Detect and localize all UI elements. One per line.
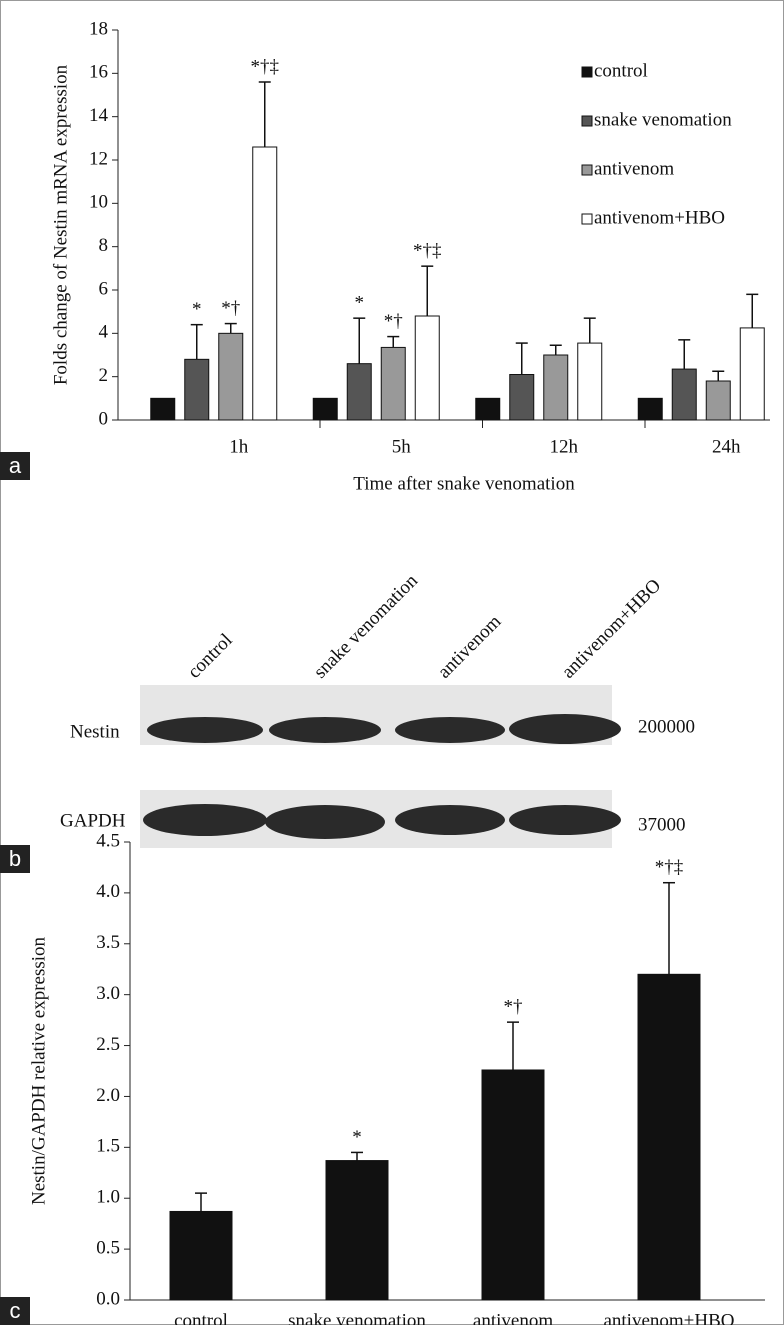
significance-label: * bbox=[352, 1127, 362, 1148]
bar bbox=[169, 1210, 233, 1301]
band bbox=[395, 717, 505, 743]
x-tick-label: snake venomation bbox=[288, 1310, 426, 1325]
blot-row-label: GAPDH bbox=[60, 810, 126, 831]
bar bbox=[475, 397, 501, 421]
x-tick-label: antivenom bbox=[473, 1310, 553, 1325]
blot-size: 37000 bbox=[638, 814, 686, 835]
significance-label: *† bbox=[384, 311, 403, 332]
y-tick-label: 1.0 bbox=[96, 1187, 120, 1208]
bar bbox=[414, 315, 440, 421]
bar bbox=[481, 1069, 545, 1301]
x-tick-label: 24h bbox=[712, 436, 741, 457]
legend-label: snake venomation bbox=[594, 109, 732, 130]
panel-label-box bbox=[0, 452, 30, 480]
legend-swatch bbox=[581, 66, 593, 78]
significance-label: *†‡ bbox=[413, 241, 442, 262]
y-tick-label: 2.5 bbox=[96, 1034, 120, 1055]
legend-swatch bbox=[581, 164, 593, 176]
y-tick-label: 4 bbox=[99, 322, 109, 343]
bar bbox=[380, 346, 406, 421]
bar bbox=[509, 374, 535, 421]
y-tick-label: 4.5 bbox=[96, 830, 120, 851]
y-tick-label: 6 bbox=[99, 278, 109, 299]
band bbox=[509, 714, 621, 744]
bar bbox=[150, 397, 176, 421]
panel-label: c bbox=[10, 1298, 21, 1323]
significance-label: * bbox=[192, 299, 202, 320]
y-tick-label: 1.5 bbox=[96, 1136, 120, 1157]
y-tick-label: 0.0 bbox=[96, 1288, 120, 1309]
bar bbox=[184, 358, 210, 421]
y-tick-label: 10 bbox=[89, 192, 108, 213]
legend-label: control bbox=[594, 60, 648, 81]
y-tick-label: 3.0 bbox=[96, 983, 120, 1004]
bar bbox=[705, 380, 731, 421]
legend-label: antivenom+HBO bbox=[594, 207, 725, 228]
bar bbox=[671, 368, 697, 421]
bar bbox=[543, 354, 569, 421]
bar bbox=[218, 332, 244, 421]
band bbox=[509, 805, 621, 835]
blot-size: 200000 bbox=[638, 716, 695, 737]
y-tick-label: 3.5 bbox=[96, 932, 120, 953]
bar bbox=[637, 397, 663, 421]
y-tick-label: 2.0 bbox=[96, 1085, 120, 1106]
x-tick-label: 5h bbox=[392, 436, 412, 457]
x-tick-label: 12h bbox=[550, 436, 579, 457]
bar bbox=[739, 327, 765, 421]
band bbox=[269, 717, 381, 743]
x-tick-label: 1h bbox=[229, 436, 249, 457]
y-tick-label: 0.5 bbox=[96, 1237, 120, 1258]
y-tick-label: 2 bbox=[99, 365, 109, 386]
y-axis-label: Folds change of Nestin mRNA expression bbox=[50, 64, 71, 385]
panel-label-box bbox=[0, 1297, 30, 1325]
blot-row-label: Nestin bbox=[70, 721, 120, 742]
y-tick-label: 16 bbox=[89, 62, 108, 83]
significance-label: *†‡ bbox=[251, 56, 280, 77]
panel-label-box bbox=[0, 845, 30, 873]
band bbox=[395, 805, 505, 835]
significance-label: *†‡ bbox=[655, 857, 684, 878]
legend-swatch bbox=[581, 115, 593, 127]
x-tick-label: antivenom+HBO bbox=[603, 1310, 734, 1325]
significance-label: *† bbox=[504, 997, 523, 1018]
band bbox=[147, 717, 263, 743]
x-axis-label: Time after snake venomation bbox=[353, 473, 575, 494]
bar bbox=[637, 973, 701, 1301]
y-tick-label: 18 bbox=[89, 18, 108, 39]
bar bbox=[325, 1160, 389, 1301]
legend-label: antivenom bbox=[594, 158, 674, 179]
y-tick-label: 14 bbox=[89, 105, 109, 126]
legend-swatch bbox=[581, 213, 593, 225]
y-tick-label: 0 bbox=[99, 408, 109, 429]
bar bbox=[312, 397, 338, 421]
significance-label: * bbox=[355, 293, 365, 314]
y-axis-label: Nestin/GAPDH relative expression bbox=[28, 936, 49, 1205]
bar bbox=[577, 342, 603, 421]
panel-label: a bbox=[9, 453, 22, 478]
bar bbox=[346, 363, 372, 421]
significance-label: *† bbox=[221, 298, 240, 319]
bar bbox=[252, 146, 278, 421]
y-tick-label: 4.0 bbox=[96, 881, 120, 902]
panel-label: b bbox=[9, 846, 21, 871]
bands bbox=[143, 714, 621, 839]
band bbox=[143, 804, 267, 836]
band bbox=[265, 805, 385, 839]
x-tick-label: control bbox=[174, 1310, 228, 1325]
y-tick-label: 12 bbox=[89, 148, 108, 169]
y-tick-label: 8 bbox=[99, 235, 109, 256]
